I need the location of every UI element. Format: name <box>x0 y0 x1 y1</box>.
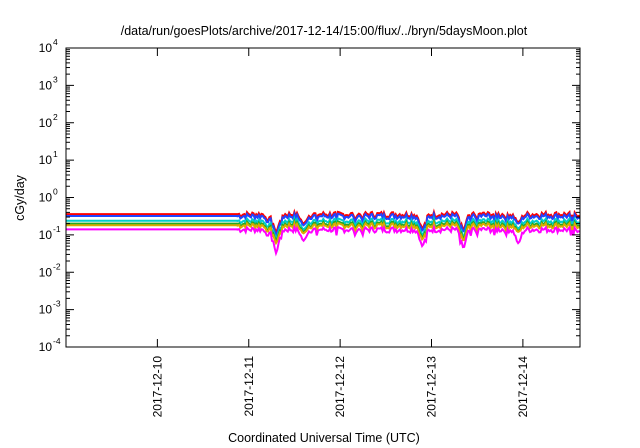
y-tick-label: 10 <box>39 303 53 317</box>
x-tick-label: 2017-12-13 <box>425 356 439 418</box>
y-tick-exponent: 3 <box>53 74 58 84</box>
series-layer <box>66 208 581 257</box>
x-axis-label: Coordinated Universal Time (UTC) <box>228 431 420 445</box>
x-tick-label: 2017-12-14 <box>516 356 530 418</box>
y-tick-label: 10 <box>39 153 53 167</box>
y-tick-exponent: -1 <box>53 224 61 234</box>
chart-title: /data/run/goesPlots/archive/2017-12-14/1… <box>121 24 528 38</box>
series-line-4 <box>66 219 581 246</box>
y-tick-exponent: 2 <box>53 112 58 122</box>
y-tick-exponent: 1 <box>53 149 58 159</box>
y-tick-label: 10 <box>39 340 53 354</box>
y-tick-exponent: -4 <box>53 336 61 346</box>
x-tick-label: 2017-12-10 <box>150 356 164 418</box>
y-tick-label: 10 <box>39 228 53 242</box>
series-line-1 <box>66 210 581 238</box>
y-tick-label: 10 <box>39 191 53 205</box>
x-tick-label: 2017-12-12 <box>333 356 347 418</box>
y-tick-exponent: 0 <box>53 187 58 197</box>
series-line-5 <box>66 223 581 257</box>
plot-frame <box>65 47 581 348</box>
y-tick-label: 10 <box>39 78 53 92</box>
y-axis-label: cGy/day <box>13 174 27 221</box>
y-tick-exponent: -3 <box>53 299 61 309</box>
y-tick-label: 10 <box>39 265 53 279</box>
x-axis: 2017-12-10 2017-12-11 2017-12-12 2017-12-13… <box>150 48 530 417</box>
x-tick-label: 2017-12-11 <box>242 356 256 417</box>
y-tick-exponent: -2 <box>53 261 61 271</box>
y-tick-label: 10 <box>39 116 53 130</box>
y-tick-exponent: 4 <box>53 37 58 47</box>
y-tick-label: 10 <box>39 41 53 55</box>
